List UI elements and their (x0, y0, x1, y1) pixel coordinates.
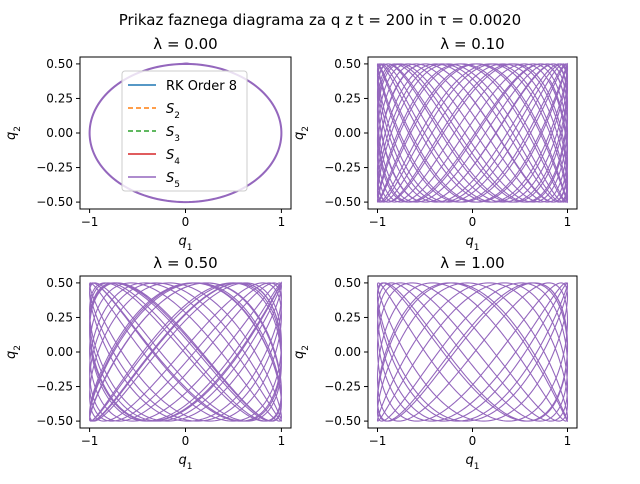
figure-suptitle: Prikaz faznega diagrama za q z t = 200 i… (119, 11, 521, 29)
subplot-2: λ = 0.10 −1 0 1 −0.50 −0.25 0.00 0.25 0.50 q1 q2 (292, 35, 578, 253)
x-tick-label: −1 (81, 434, 99, 448)
legend-label: RK Order 8 (166, 79, 237, 94)
x-tick-label: 0 (469, 434, 477, 448)
x-tick-label: 1 (564, 434, 572, 448)
y-tick-label: 0.50 (334, 276, 361, 290)
subplot-panels: λ = 0.00 −1 0 1 −0.50 −0.25 0.00 0.25 0.50 q1 q2 RK… (4, 35, 578, 472)
x-tick-label: 0 (182, 215, 190, 229)
x-tick-label: 1 (564, 215, 572, 229)
trajectory-line (376, 62, 569, 204)
legend-box (121, 70, 248, 192)
y-tick-label: −0.25 (36, 380, 73, 394)
y-axis-label: q2 (4, 345, 23, 359)
x-tick-label: 0 (182, 434, 190, 448)
x-axis-label: q1 (466, 453, 480, 472)
y-tick-label: −0.25 (36, 161, 73, 175)
legend: RK Order 8 S2 S3 S4 S5 (121, 70, 248, 192)
subplot-title: λ = 0.10 (440, 35, 504, 53)
y-tick-label: 0.50 (46, 276, 73, 290)
x-axis-label: q1 (179, 234, 193, 253)
y-tick-label: −0.50 (324, 195, 361, 209)
trajectory-line (376, 282, 569, 422)
y-tick-label: −0.25 (324, 380, 361, 394)
legend-label: S5 (166, 171, 180, 190)
y-axis-label: q2 (292, 126, 311, 140)
y-tick-label: 0.00 (46, 345, 73, 359)
x-axis-label: q1 (179, 453, 193, 472)
y-tick-label: 0.25 (46, 91, 73, 105)
y-tick-label: 0.00 (46, 126, 73, 140)
subplot-3: λ = 0.50 −1 0 1 −0.50 −0.25 0.00 0.25 0.50 q1 q2 (4, 254, 292, 472)
y-tick-label: −0.25 (324, 161, 361, 175)
subplot-title: λ = 1.00 (440, 254, 504, 272)
subplot-1: λ = 0.00 −1 0 1 −0.50 −0.25 0.00 0.25 0.50 q1 q2 RK… (4, 35, 292, 253)
x-tick-label: 1 (278, 215, 286, 229)
y-axis-label: q2 (4, 126, 23, 140)
y-tick-label: −0.50 (324, 414, 361, 428)
y-tick-label: 0.25 (334, 91, 361, 105)
y-tick-label: 0.00 (334, 345, 361, 359)
x-tick-label: 1 (278, 434, 286, 448)
legend-label: S2 (166, 102, 180, 121)
subplot-4: λ = 1.00 −1 0 1 −0.50 −0.25 0.00 0.25 0.50 q1 q2 (292, 254, 578, 472)
y-tick-label: 0.50 (46, 57, 73, 71)
y-tick-label: −0.50 (36, 414, 73, 428)
y-tick-label: 0.00 (334, 126, 361, 140)
x-tick-label: −1 (81, 215, 99, 229)
legend-label: S3 (166, 125, 180, 144)
x-tick-label: −1 (369, 434, 387, 448)
trajectory-line (88, 62, 283, 204)
y-tick-label: 0.50 (334, 57, 361, 71)
legend-label: S4 (166, 148, 180, 167)
y-tick-label: 0.25 (334, 310, 361, 324)
x-axis-label: q1 (466, 234, 480, 253)
x-tick-label: −1 (369, 215, 387, 229)
trajectory-line (89, 281, 282, 422)
x-tick-label: 0 (469, 215, 477, 229)
subplot-title: λ = 0.00 (153, 35, 217, 53)
y-axis-label: q2 (292, 345, 311, 359)
subplot-title: λ = 0.50 (153, 254, 217, 272)
y-tick-label: 0.25 (46, 310, 73, 324)
y-tick-label: −0.50 (36, 195, 73, 209)
